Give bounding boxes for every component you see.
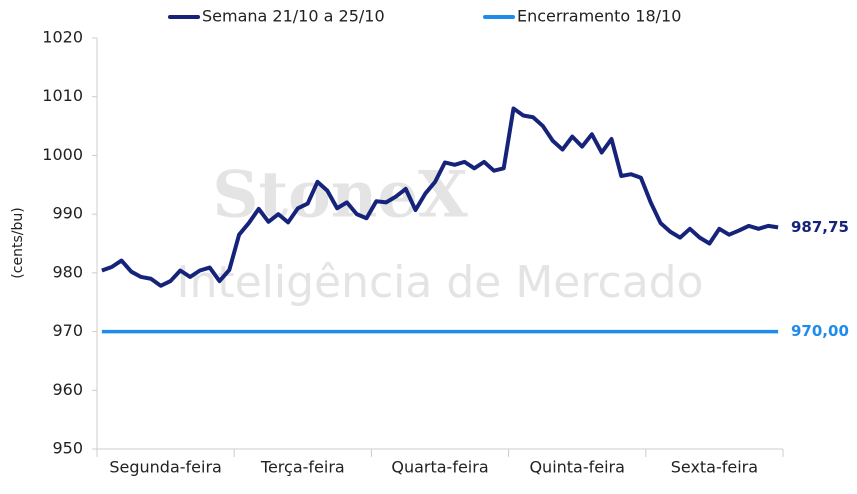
y-tick-label: 1010 (42, 86, 83, 105)
y-tick-label: 990 (52, 204, 83, 223)
legend-label: Semana 21/10 a 25/10 (202, 7, 385, 26)
data-label: 987,75 (791, 218, 849, 236)
x-tick-label: Quarta-feira (391, 458, 488, 477)
y-axis-label: (cents/bu) (10, 207, 26, 278)
x-tick-label: Segunda-feira (109, 458, 221, 477)
y-tick-label: 950 (52, 439, 83, 458)
y-tick-label: 1020 (42, 28, 83, 47)
watermark: Inteligência de Mercado (176, 257, 703, 308)
y-tick-label: 1000 (42, 145, 83, 164)
y-tick-label: 970 (52, 321, 83, 340)
x-tick-label: Sexta-feira (671, 458, 758, 477)
x-tick-label: Terça-feira (260, 458, 345, 477)
y-tick-label: 980 (52, 262, 83, 281)
y-tick-label: 960 (52, 380, 83, 399)
data-label: 970,00 (791, 322, 849, 340)
line (101, 106, 779, 288)
legend-label: Encerramento 18/10 (517, 7, 681, 26)
x-tick-label: Quinta-feira (529, 458, 624, 477)
